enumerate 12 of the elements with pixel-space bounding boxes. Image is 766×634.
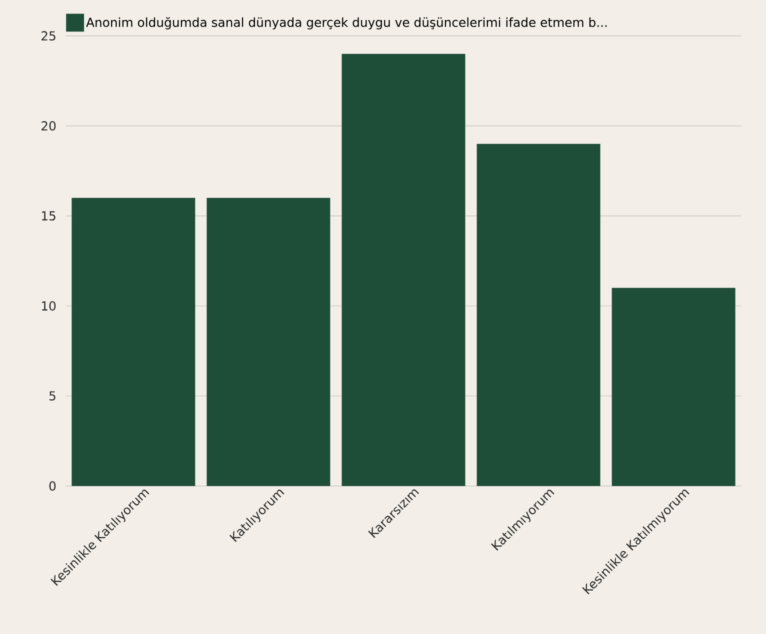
y-tick-label: 0 <box>49 481 56 490</box>
y-tick-label: 15 <box>42 211 56 220</box>
bar <box>72 198 196 486</box>
y-tick-label: 20 <box>42 121 56 130</box>
y-tick-label: 10 <box>42 301 56 310</box>
y-tick-label: 5 <box>49 391 56 400</box>
bar <box>612 288 736 486</box>
legend-label: Anonim olduğumda sanal dünyada gerçek duygu ve düşüncelerimi ifade etmem b... <box>86 16 607 30</box>
bar <box>342 54 466 486</box>
y-tick-label: 25 <box>42 30 56 40</box>
bar <box>476 144 600 486</box>
bar <box>206 198 330 486</box>
